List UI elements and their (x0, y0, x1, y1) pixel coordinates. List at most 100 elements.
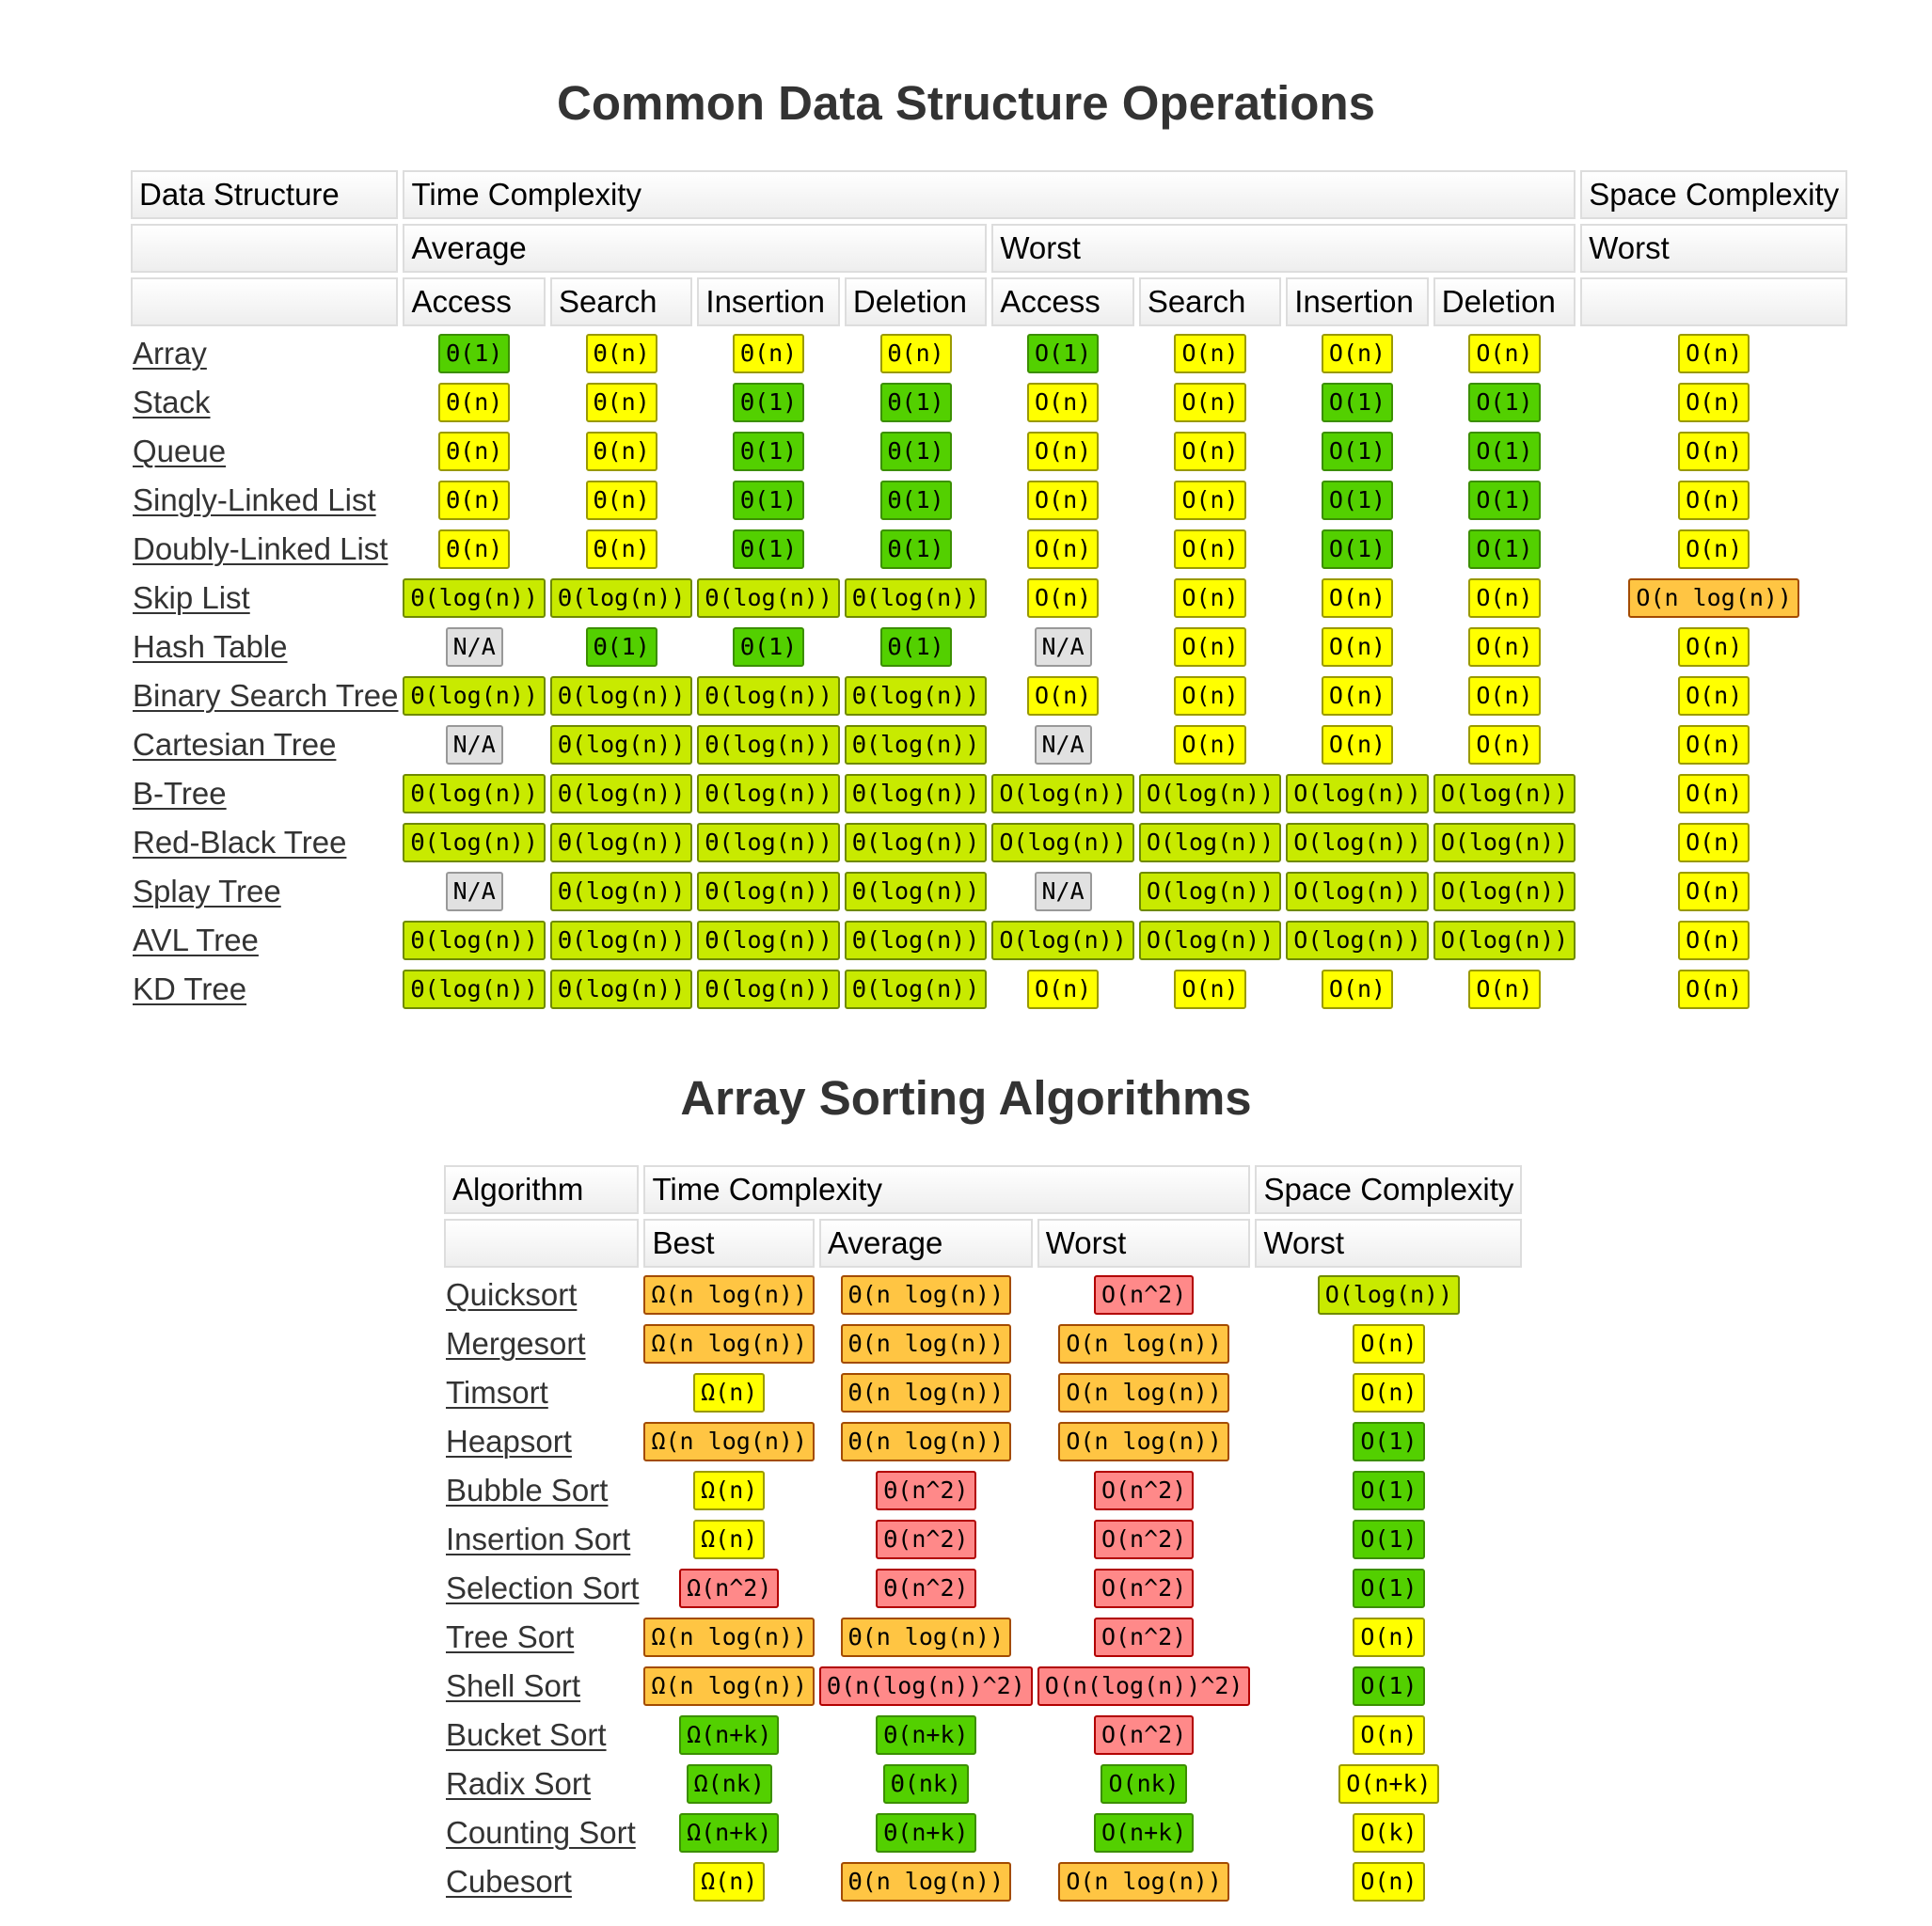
complexity-badge: Θ(log(n)) (403, 577, 546, 618)
complexity-badge: O(1) (1353, 1421, 1425, 1461)
header-avg-search: Search (549, 277, 693, 326)
header-space-complexity: Space Complexity (1580, 170, 1848, 219)
row-link-timsort[interactable]: Timsort (446, 1374, 548, 1410)
complexity-badge: O(1) (1321, 382, 1394, 422)
complexity-cell: O(1) (1255, 1566, 1522, 1610)
row-name-cell: Insertion Sort (444, 1517, 639, 1561)
complexity-cell: Θ(n) (403, 478, 545, 522)
complexity-badge: O(n) (1678, 480, 1750, 520)
row-link-quicksort[interactable]: Quicksort (446, 1276, 578, 1312)
row-link-cubesort[interactable]: Cubesort (446, 1863, 572, 1899)
table-row: Array Θ(1) Θ(n) Θ(n) Θ(n) O(1) O(n) O(n) O(n) O(n… (131, 331, 1847, 375)
complexity-cell: O(log(n)) (1286, 869, 1429, 913)
row-link-singly-linked-list[interactable]: Singly-Linked List (133, 482, 376, 517)
row-link-binary-search-tree[interactable]: Binary Search Tree (133, 677, 399, 713)
complexity-badge: O(n) (1678, 333, 1750, 373)
complexity-cell: O(n) (1580, 331, 1847, 375)
row-link-heapsort[interactable]: Heapsort (446, 1423, 572, 1459)
data-structure-table: Data Structure Time Complexity Space Com… (126, 166, 1852, 1016)
complexity-cell: Θ(log(n)) (403, 967, 546, 1011)
row-link-kd-tree[interactable]: KD Tree (133, 971, 247, 1006)
row-link-bucket-sort[interactable]: Bucket Sort (446, 1716, 607, 1752)
complexity-badge: O(n) (1321, 577, 1394, 618)
row-link-bubble-sort[interactable]: Bubble Sort (446, 1472, 609, 1508)
table-row: Splay Tree N/A Θ(log(n)) Θ(log(n)) Θ(log(n))… (131, 869, 1847, 913)
complexity-cell: O(log(n)) (991, 820, 1134, 864)
complexity-badge: O(n) (1353, 1617, 1425, 1657)
row-name-cell: Red-Black Tree (131, 820, 398, 864)
row-link-tree-sort[interactable]: Tree Sort (446, 1618, 575, 1654)
complexity-badge: O(log(n)) (991, 822, 1134, 862)
complexity-cell: O(1) (1433, 429, 1576, 473)
complexity-badge: Θ(1) (585, 626, 657, 667)
complexity-cell: Θ(log(n)) (549, 771, 693, 815)
complexity-cell: Θ(n+k) (819, 1713, 1033, 1757)
complexity-cell: Θ(log(n)) (549, 869, 693, 913)
row-link-b-tree[interactable]: B-Tree (133, 775, 227, 811)
complexity-badge: O(n) (1174, 969, 1246, 1009)
complexity-cell: Θ(log(n)) (697, 918, 840, 962)
row-name-cell: Mergesort (444, 1321, 639, 1366)
complexity-cell: Ω(nk) (643, 1761, 815, 1806)
complexity-badge: Ω(n log(n)) (643, 1274, 816, 1315)
complexity-cell: Θ(log(n)) (403, 820, 546, 864)
row-link-selection-sort[interactable]: Selection Sort (446, 1570, 640, 1605)
table-row: Red-Black Tree Θ(log(n)) Θ(log(n)) Θ(log(n)… (131, 820, 1847, 864)
row-link-stack[interactable]: Stack (133, 384, 211, 419)
row-link-insertion-sort[interactable]: Insertion Sort (446, 1521, 631, 1556)
complexity-cell: O(1) (1255, 1468, 1522, 1512)
row-link-doubly-linked-list[interactable]: Doubly-Linked List (133, 530, 388, 566)
row-link-hash-table[interactable]: Hash Table (133, 628, 288, 664)
complexity-badge: Θ(n^2) (876, 1568, 976, 1608)
row-link-array[interactable]: Array (133, 335, 207, 371)
header-average: Average (403, 224, 988, 273)
complexity-badge: O(n^2) (1093, 1470, 1195, 1510)
complexity-cell: O(n^2) (1037, 1713, 1251, 1757)
row-link-splay-tree[interactable]: Splay Tree (133, 873, 281, 908)
complexity-cell: Θ(log(n)) (697, 576, 840, 620)
header-worst-insertion: Insertion (1286, 277, 1429, 326)
complexity-cell: O(n) (1255, 1713, 1522, 1757)
complexity-badge: Θ(1) (733, 431, 805, 471)
row-link-radix-sort[interactable]: Radix Sort (446, 1765, 592, 1801)
complexity-badge: O(n) (1026, 577, 1100, 618)
complexity-badge: Θ(n) (438, 382, 511, 422)
complexity-cell: O(n) (1580, 820, 1847, 864)
row-link-shell-sort[interactable]: Shell Sort (446, 1667, 581, 1703)
complexity-badge: Θ(1) (733, 382, 805, 422)
complexity-badge: Ω(n+k) (679, 1812, 780, 1853)
complexity-cell: N/A (991, 722, 1133, 766)
row-link-mergesort[interactable]: Mergesort (446, 1325, 586, 1361)
complexity-cell: O(n+k) (1037, 1810, 1251, 1855)
complexity-badge: Θ(log(n)) (403, 920, 546, 960)
row-link-queue[interactable]: Queue (133, 433, 227, 468)
row-link-avl-tree[interactable]: AVL Tree (133, 922, 259, 957)
complexity-badge: Θ(log(n)) (697, 773, 840, 813)
row-name-cell: Splay Tree (131, 869, 398, 913)
complexity-cell: O(n(log(n))^2) (1037, 1664, 1251, 1708)
row-name-cell: Timsort (444, 1370, 639, 1414)
row-link-skip-list[interactable]: Skip List (133, 579, 250, 615)
complexity-cell: O(n) (1255, 1859, 1522, 1903)
header-blank (1580, 277, 1848, 326)
row-link-counting-sort[interactable]: Counting Sort (446, 1814, 636, 1850)
row-name-cell: Hash Table (131, 624, 398, 669)
complexity-badge: O(log(n)) (1138, 822, 1282, 862)
complexity-cell: Θ(n log(n)) (819, 1859, 1033, 1903)
complexity-badge: N/A (1034, 871, 1092, 911)
complexity-badge: O(1) (1353, 1519, 1425, 1559)
complexity-cell: Θ(n) (403, 429, 545, 473)
complexity-badge: Θ(n(log(n))^2) (819, 1666, 1033, 1706)
complexity-cell: Θ(1) (845, 624, 987, 669)
complexity-cell: O(log(n)) (991, 771, 1134, 815)
complexity-badge: Ω(n) (693, 1861, 766, 1902)
complexity-badge: O(log(n)) (1138, 871, 1282, 911)
complexity-cell: O(n) (1433, 722, 1576, 766)
complexity-cell: Θ(1) (697, 478, 839, 522)
row-link-red-black-tree[interactable]: Red-Black Tree (133, 824, 347, 860)
complexity-cell: O(n) (991, 429, 1133, 473)
complexity-badge: O(n) (1678, 724, 1750, 765)
complexity-badge: O(log(n)) (1433, 773, 1576, 813)
row-link-cartesian-tree[interactable]: Cartesian Tree (133, 726, 337, 762)
complexity-badge: O(n) (1321, 626, 1394, 667)
